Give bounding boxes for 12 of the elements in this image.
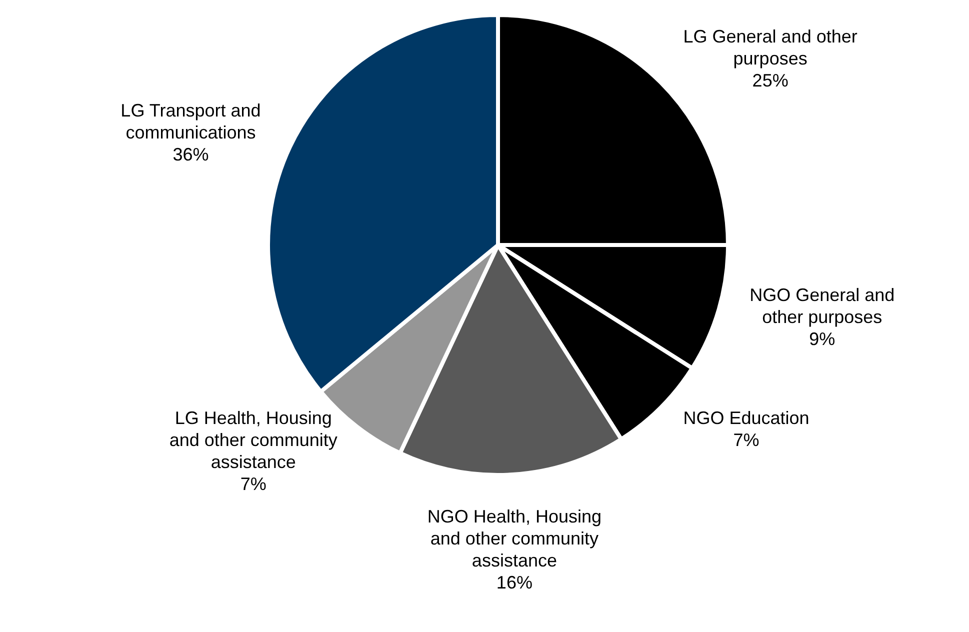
slice-label: LG General and other purposes	[683, 26, 858, 69]
data-label: 36%	[172, 144, 209, 164]
slice-label: NGO General and other purposes	[750, 285, 895, 328]
data-label: 7%	[240, 474, 266, 494]
slice-label: NGO Education	[683, 408, 810, 428]
data-label: 25%	[752, 70, 788, 91]
slice-label: LG Health, Housing and other community assistance	[169, 408, 338, 472]
slice-label: LG Transport and communications	[120, 100, 261, 142]
data-label: 9%	[809, 329, 836, 350]
slice-label: NGO Health, Housing and other community assistance	[427, 506, 602, 570]
data-label: 7%	[733, 430, 760, 450]
data-label: 16%	[496, 572, 532, 592]
